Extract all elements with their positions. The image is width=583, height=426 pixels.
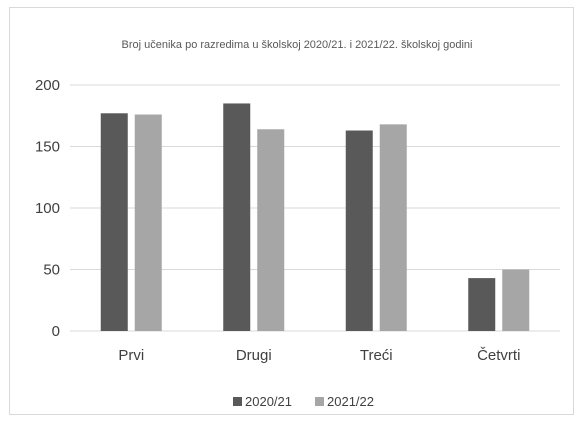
category-label: Treći <box>360 347 393 364</box>
bar-prvi-2021-22 <box>134 114 162 332</box>
y-tick-label: 150 <box>35 139 60 156</box>
category-label: Četvrti <box>477 347 520 364</box>
legend-label: 2021/22 <box>327 394 374 409</box>
legend-swatch <box>233 397 242 406</box>
bar-četvrti-2020-21 <box>468 278 496 331</box>
legend: 2020/21 2021/22 <box>233 394 374 409</box>
chart-title: Broj učenika po razredima u školskoj 202… <box>122 39 473 51</box>
category-label: Prvi <box>118 347 144 364</box>
legend-label: 2020/21 <box>245 394 292 409</box>
bar-treći-2021-22 <box>379 124 407 331</box>
y-tick-label: 100 <box>35 200 60 217</box>
bar-treći-2020-21 <box>345 130 373 331</box>
bar-drugi-2020-21 <box>223 103 251 331</box>
y-tick-label: 0 <box>52 323 60 340</box>
x-axis-categories: Prvi Drugi Treći Četvrti <box>118 347 520 364</box>
category-label: Drugi <box>236 347 272 364</box>
bar-drugi-2021-22 <box>257 129 285 331</box>
legend-swatch <box>315 397 324 406</box>
y-tick-label: 50 <box>43 262 60 279</box>
bars <box>100 103 530 332</box>
y-tick-label: 200 <box>35 77 60 94</box>
y-axis-ticks: 0 50 100 150 200 <box>35 77 60 340</box>
bar-četvrti-2021-22 <box>502 269 530 331</box>
bar-prvi-2020-21 <box>100 113 128 331</box>
